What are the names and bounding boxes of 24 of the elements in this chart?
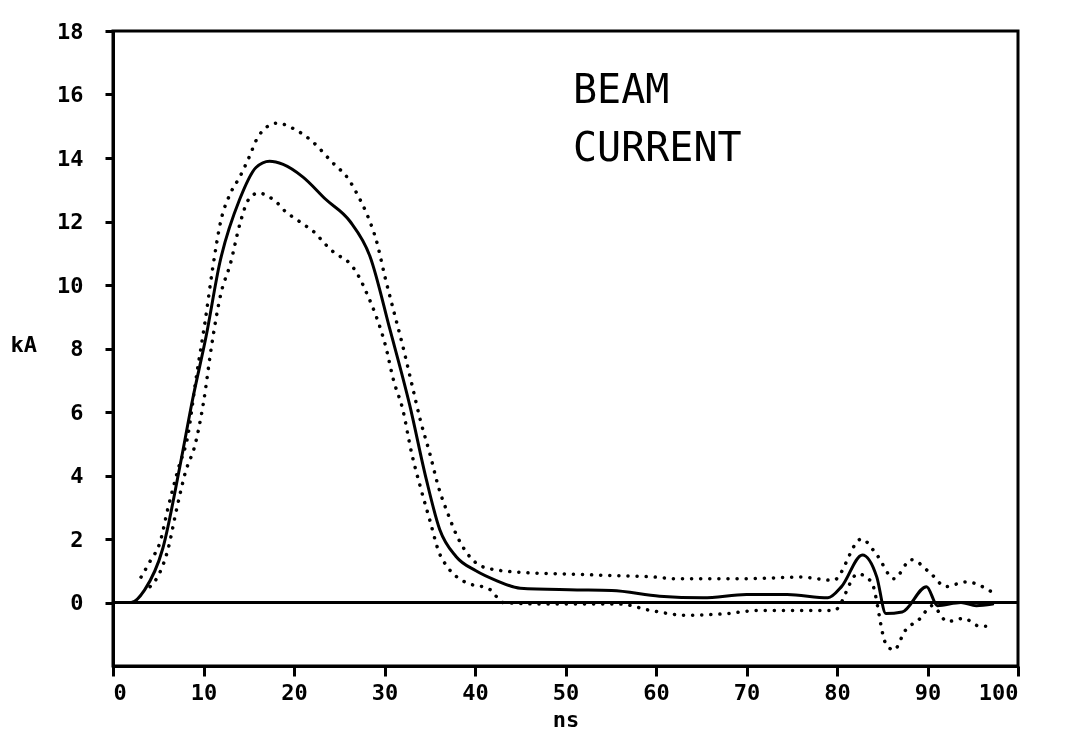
x-tick-label: 90 [914,679,942,705]
x-tick-label: 30 [371,679,399,705]
x-tick-label: 10 [190,679,218,705]
x-tick-label: 40 [462,679,489,705]
y-axis-title: kA [10,332,38,357]
y-tick-label: 8 [70,336,84,361]
y-tick-label: 14 [57,145,84,171]
y-tick-label: 12 [57,209,84,234]
y-tick-label: 18 [57,18,84,44]
y-tick-label: 16 [57,82,84,107]
x-tick-label: 80 [824,679,851,705]
y-tick-label: 4 [70,463,84,488]
annotation: BEAM CURRENT [573,66,742,170]
y-tick-label: 10 [57,272,84,298]
x-tick-label: 0 [113,679,127,705]
y-tick-label: 0 [70,590,84,615]
x-tick-label: 70 [733,679,761,705]
x-axis-title: ns [552,706,580,732]
x-tick-label: 60 [643,679,670,705]
x-tick-label: 100 [978,679,1019,705]
x-tick-label: 50 [552,679,580,705]
y-tick-label: 6 [70,399,84,425]
y-tick-label: 2 [70,526,84,552]
x-tick-label: 20 [281,679,308,705]
